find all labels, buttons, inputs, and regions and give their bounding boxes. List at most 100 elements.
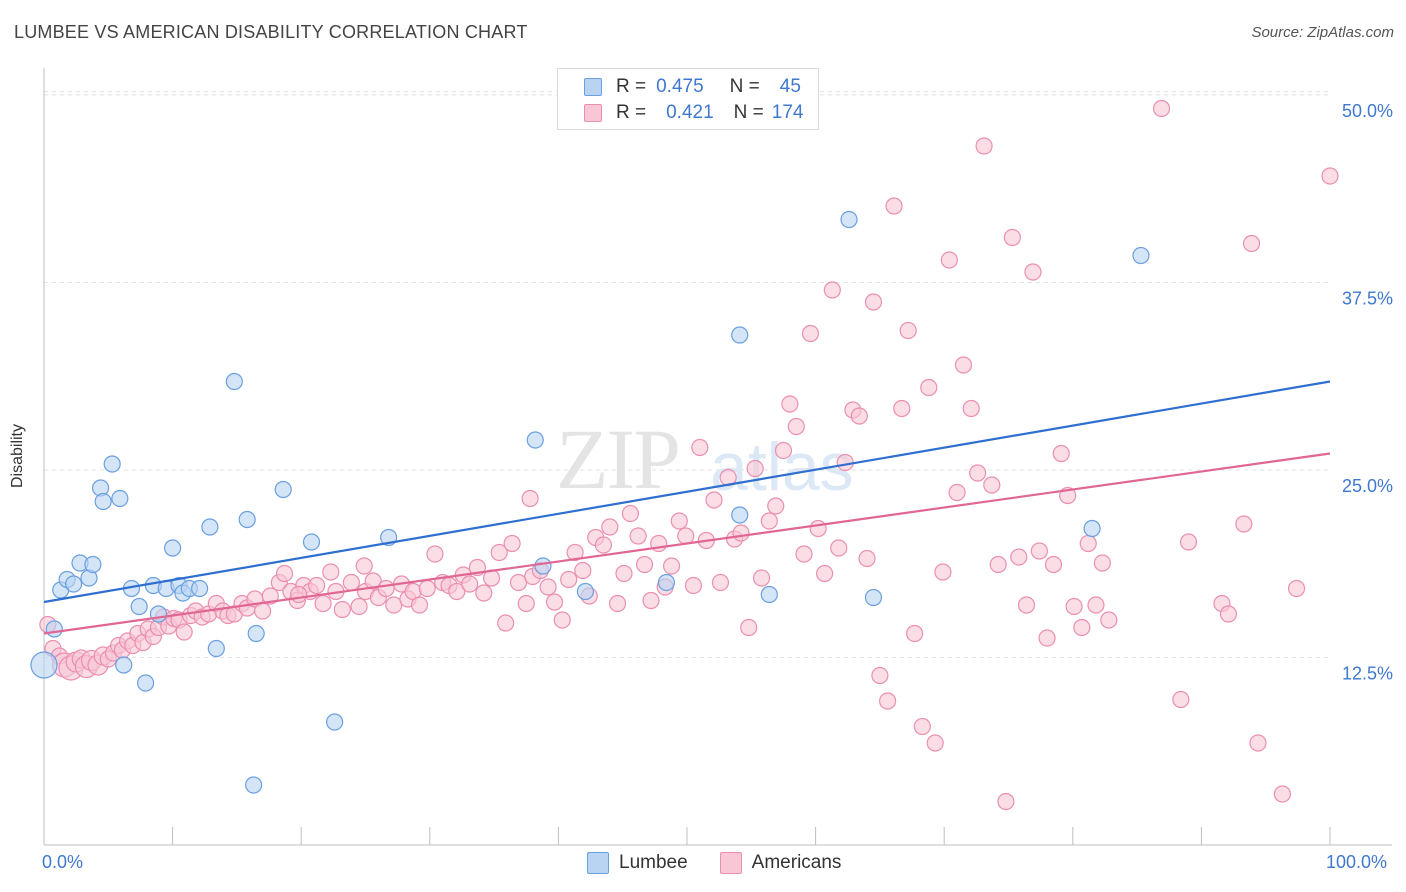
lumbee-point — [103, 455, 121, 473]
americans-point — [553, 611, 571, 629]
americans-point — [969, 464, 987, 482]
y-tick-label: 25.0% — [1342, 476, 1393, 496]
americans-point — [621, 504, 640, 523]
axes — [43, 68, 1392, 846]
americans-point — [1172, 690, 1190, 709]
americans-point — [795, 545, 813, 563]
americans-point — [787, 417, 805, 436]
lumbee-point — [247, 624, 265, 643]
americans-point — [899, 321, 917, 340]
americans-point — [350, 597, 368, 616]
americans-point — [545, 593, 564, 611]
americans-point — [1030, 542, 1048, 560]
americans-point — [691, 438, 709, 457]
lumbee-point — [731, 506, 749, 524]
americans-point — [615, 564, 633, 583]
americans-point — [254, 602, 272, 620]
lumbee-point — [130, 597, 148, 616]
americans-point — [448, 582, 466, 601]
americans-point — [629, 527, 647, 545]
lumbee-point — [225, 372, 243, 391]
americans-point — [1044, 555, 1063, 574]
correlation-legend: R = 0.475 N = 45 R = 0.421 N = 174 — [557, 68, 819, 130]
americans-point — [539, 578, 557, 596]
y-tick-labels: 12.5% 25.0% 37.5% 50.0% — [1342, 101, 1393, 684]
americans-point — [342, 573, 360, 592]
lumbee-point — [302, 533, 321, 551]
americans-point — [1249, 734, 1267, 752]
americans-point — [1052, 444, 1070, 463]
americans-point — [290, 585, 308, 604]
lumbee-point — [657, 573, 676, 592]
americans-point — [940, 251, 958, 269]
americans-point — [1087, 596, 1105, 614]
svg-text:ZIP: ZIP — [556, 411, 679, 507]
americans-point — [601, 518, 619, 536]
americans-point — [503, 534, 521, 553]
y-tick-label: 12.5% — [1342, 664, 1393, 684]
r-label: R = — [616, 102, 647, 123]
americans-point — [934, 563, 952, 581]
lumbee-swatch — [584, 78, 602, 96]
series-legend: Lumbee Americans — [587, 852, 873, 874]
americans-point — [954, 356, 973, 374]
americans-point — [809, 519, 827, 538]
americans-point — [732, 524, 750, 542]
americans-point — [1065, 597, 1083, 616]
x-tick-label-min: 0.0% — [42, 852, 84, 872]
americans-point — [850, 407, 868, 425]
americans-point — [975, 137, 993, 155]
americans-point — [913, 717, 931, 736]
americans-point — [816, 564, 834, 583]
lumbee-point — [526, 431, 544, 449]
americans-point — [1038, 629, 1056, 647]
r-label: R = — [616, 76, 647, 97]
americans-point — [962, 399, 980, 418]
americans-point — [893, 399, 911, 418]
americans-point — [836, 453, 854, 472]
americans-point — [1003, 228, 1021, 247]
americans-point — [662, 557, 681, 575]
lumbee-point — [840, 210, 858, 229]
americans-point — [1010, 548, 1028, 566]
americans-point — [1287, 579, 1306, 598]
americans-point — [926, 734, 944, 752]
americans-point — [885, 197, 903, 215]
lumbee-point — [245, 776, 263, 794]
americans-point — [322, 563, 340, 581]
lumbee-point — [1083, 519, 1101, 538]
lumbee-n-value: 45 — [779, 76, 801, 97]
lumbee-point — [207, 639, 225, 658]
americans-point — [670, 512, 688, 530]
americans-point — [711, 573, 730, 592]
americans-point — [767, 497, 785, 515]
legend-row-americans: R = 0.421 N = 174 — [584, 101, 803, 125]
americans-point — [760, 512, 778, 530]
americans-point — [261, 587, 279, 605]
americans-point — [275, 564, 294, 583]
americans-point — [364, 572, 382, 590]
lumbee-point — [201, 518, 219, 536]
americans-point — [1152, 99, 1171, 118]
americans-point — [983, 476, 1001, 494]
lumbee-point — [84, 555, 102, 574]
americans-point — [1024, 263, 1042, 281]
lumbee-point — [115, 656, 133, 674]
americans-point — [1017, 596, 1036, 614]
americans-point — [1321, 167, 1339, 185]
lumbee-point — [94, 492, 112, 511]
americans-point — [871, 666, 889, 685]
americans-trend-line — [43, 452, 1331, 635]
lumbee-r-value: 0.475 — [656, 76, 704, 97]
lumbee-point — [731, 326, 749, 344]
legend-item-lumbee: Lumbee — [587, 852, 688, 874]
americans-point — [746, 459, 764, 478]
americans-point — [774, 441, 793, 460]
americans-point — [1093, 554, 1111, 572]
americans-point — [308, 576, 326, 595]
americans-point — [418, 579, 436, 598]
x-tick-label-max: 100.0% — [1326, 852, 1388, 872]
lumbee-legend-label: Lumbee — [619, 852, 688, 873]
americans-point — [521, 489, 539, 508]
